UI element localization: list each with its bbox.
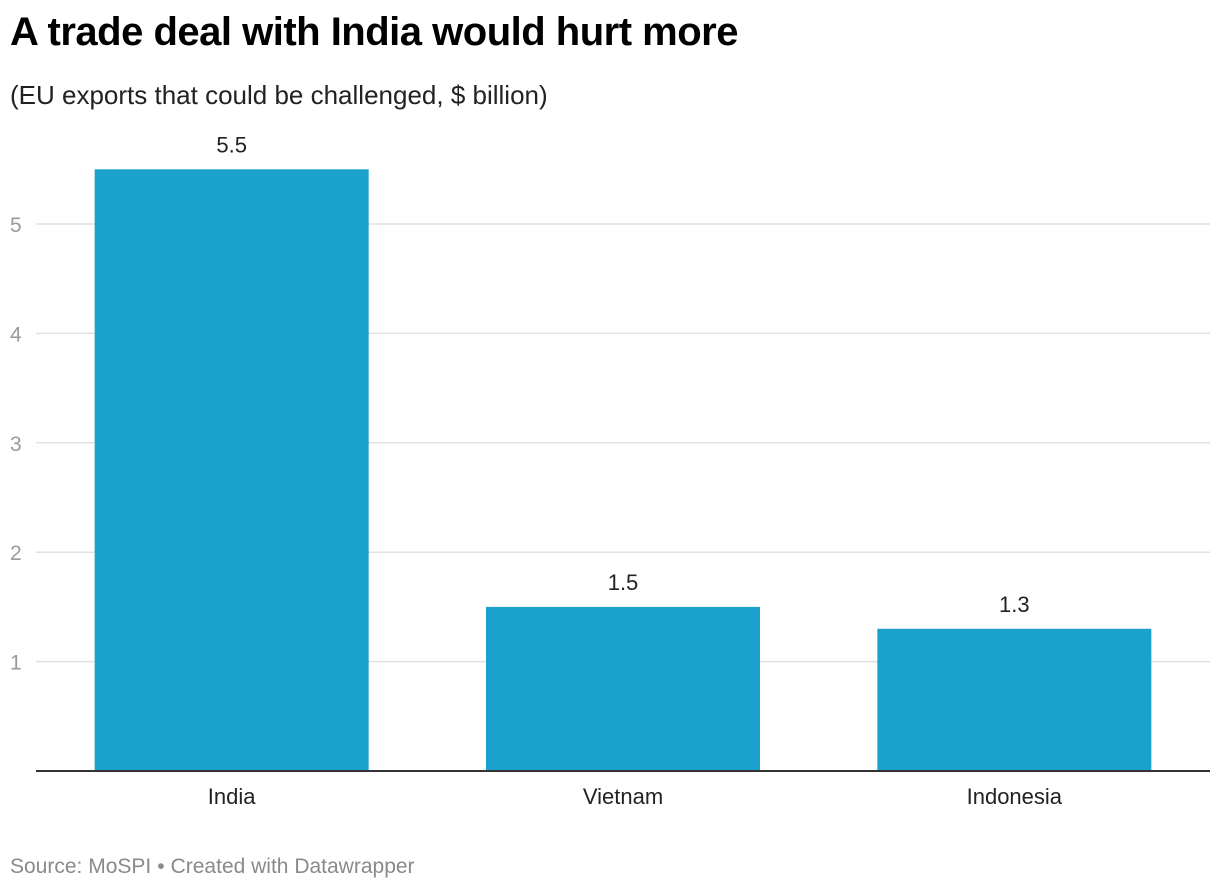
source-note: Source: MoSPI (10, 855, 152, 878)
y-tick-label: 5 (10, 214, 22, 237)
footer-separator: • (157, 855, 165, 878)
chart-subtitle: (EU exports that could be challenged, $ … (10, 80, 548, 110)
bar-vietnam (486, 606, 760, 771)
value-label: 1.5 (608, 570, 639, 595)
value-label: 5.5 (216, 132, 247, 157)
y-tick-label: 1 (10, 652, 22, 675)
x-tick-label: Indonesia (967, 784, 1063, 809)
credit-note: Created with Datawrapper (170, 855, 415, 878)
y-tick-label: 3 (10, 433, 22, 456)
x-tick-label: Vietnam (583, 784, 663, 809)
value-label: 1.3 (999, 592, 1030, 617)
y-tick-label: 2 (10, 542, 22, 565)
bar-india (94, 169, 369, 772)
chart-title: A trade deal with India would hurt more (10, 10, 738, 54)
chart-footer: Source: MoSPI • Created with Datawrapper (10, 855, 415, 879)
y-tick-label: 4 (10, 323, 22, 346)
bar-indonesia (877, 628, 1152, 771)
x-tick-label: India (208, 784, 256, 809)
